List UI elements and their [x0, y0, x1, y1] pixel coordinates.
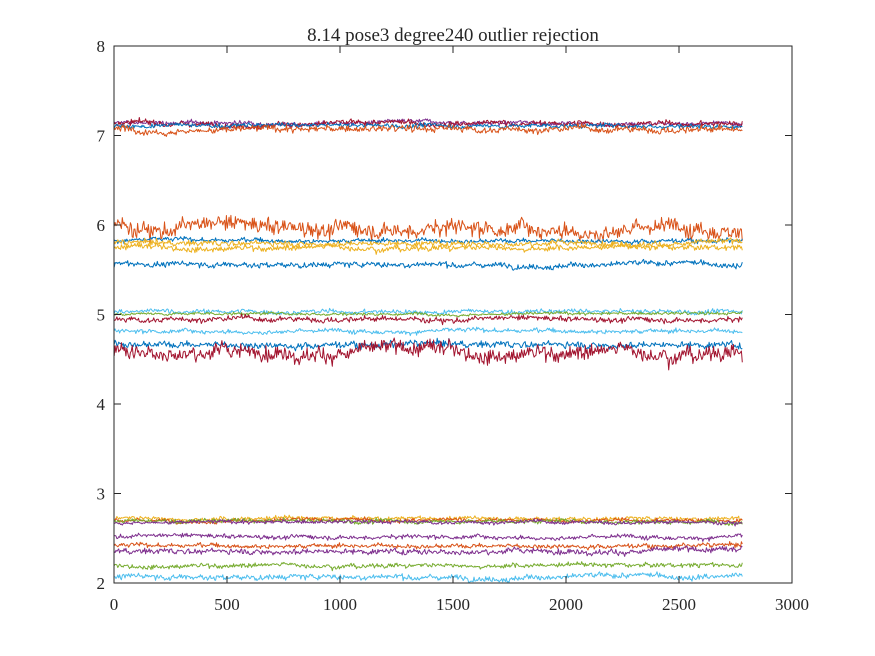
series-line-19	[113, 518, 743, 527]
series-line-23	[113, 561, 743, 572]
series-group	[113, 117, 743, 583]
x-tick-label: 1000	[323, 595, 357, 614]
series-line-9	[113, 258, 743, 271]
y-tick-label: 5	[97, 306, 106, 325]
series-line-10	[113, 307, 743, 316]
series-line-22	[113, 545, 743, 557]
series-line-5	[113, 214, 743, 244]
series-line-14	[113, 337, 743, 352]
series-line-7	[113, 237, 743, 249]
x-tick-label: 0	[110, 595, 119, 614]
series-line-15	[113, 337, 743, 371]
x-tick-label: 3000	[775, 595, 809, 614]
series-line-21	[113, 541, 743, 551]
series-line-6	[113, 236, 743, 246]
x-tick-label: 2000	[549, 595, 583, 614]
x-tick-label: 500	[214, 595, 240, 614]
x-axis: 0 500 1000 1500 2000 2500 3000	[110, 46, 809, 614]
y-tick-label: 3	[97, 485, 106, 504]
y-tick-label: 6	[97, 216, 106, 235]
series-line-24	[114, 571, 743, 583]
series-line-16	[114, 514, 743, 523]
series-line-4	[113, 122, 743, 137]
y-tick-label: 4	[97, 395, 106, 414]
series-line-8	[113, 242, 743, 255]
series-line-11	[113, 311, 743, 318]
series-line-12	[114, 313, 743, 326]
series-line-13	[113, 326, 743, 337]
y-axis: 2 3 4 5 6 7 8	[97, 37, 792, 593]
chart-title: 8.14 pose3 degree240 outlier rejection	[307, 25, 599, 46]
x-tick-label: 2500	[662, 595, 696, 614]
y-tick-label: 8	[97, 37, 106, 56]
y-tick-label: 2	[97, 574, 106, 593]
x-tick-label: 1500	[436, 595, 470, 614]
series-line-3	[113, 121, 743, 130]
y-tick-label: 7	[97, 127, 106, 146]
series-line-20	[113, 532, 743, 542]
